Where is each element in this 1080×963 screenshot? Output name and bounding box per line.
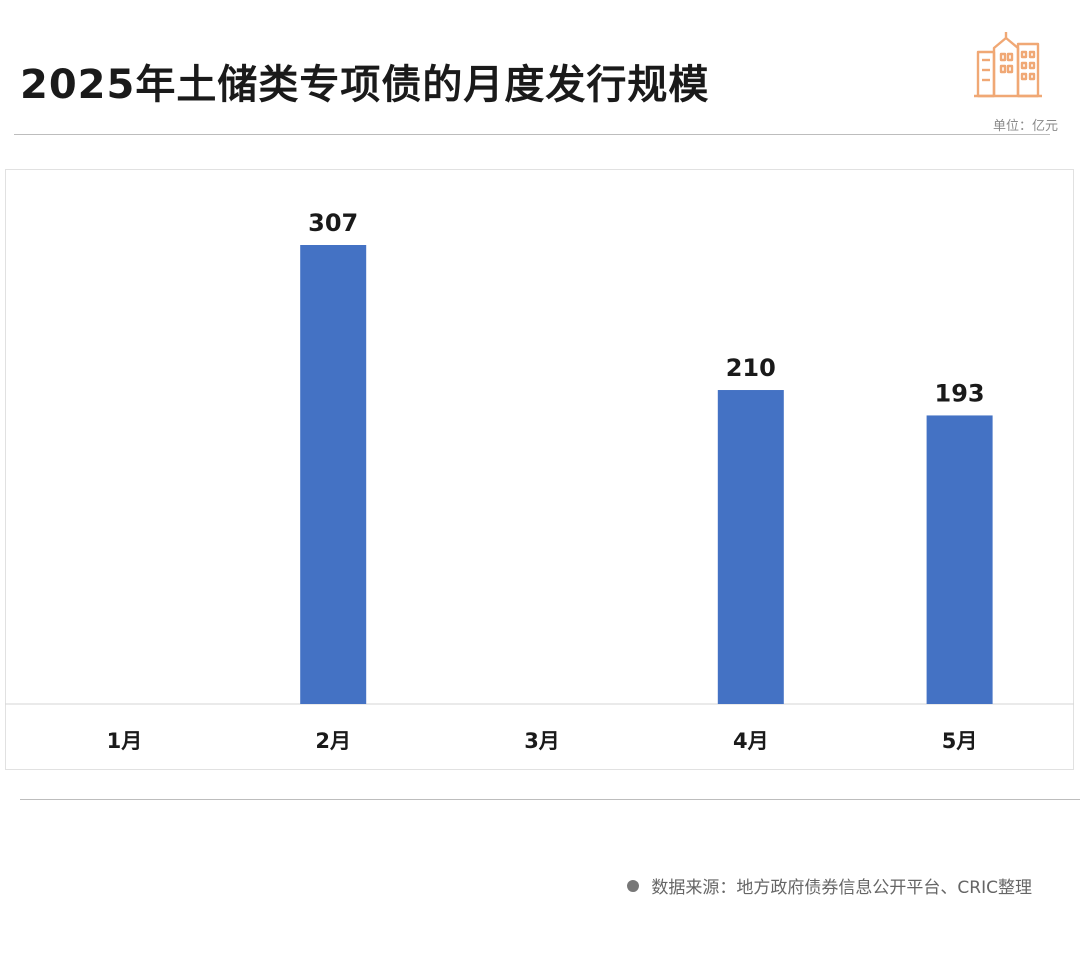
title-divider xyxy=(14,134,1050,135)
x-tick-label: 4月 xyxy=(733,729,769,753)
chart-frame xyxy=(5,169,1074,770)
x-tick-label: 2月 xyxy=(315,729,351,753)
page-title: 2025年土储类专项债的月度发行规模 xyxy=(20,62,710,108)
x-tick-label: 1月 xyxy=(107,729,143,753)
x-tick-label: 5月 xyxy=(942,729,978,753)
bar xyxy=(717,390,784,704)
source-text: 数据来源：地方政府债券信息公开平台、CRIC整理 xyxy=(651,878,1032,898)
data-source: 数据来源：地方政府债券信息公开平台、CRIC整理 xyxy=(627,873,1032,898)
bar-chart: 1月 307 2月 3月 210 4月 193 5月 xyxy=(5,209,1074,753)
bullet-dot-icon xyxy=(627,879,640,892)
data-label: 193 xyxy=(935,379,985,407)
bottom-divider xyxy=(20,799,1080,800)
bar xyxy=(926,415,993,704)
data-label: 307 xyxy=(308,209,358,237)
x-tick-label: 3月 xyxy=(524,729,560,753)
data-label: 210 xyxy=(726,354,776,382)
bar xyxy=(300,245,367,704)
city-buildings-icon xyxy=(974,32,1042,98)
unit-label: 单位：亿元 xyxy=(992,119,1058,134)
